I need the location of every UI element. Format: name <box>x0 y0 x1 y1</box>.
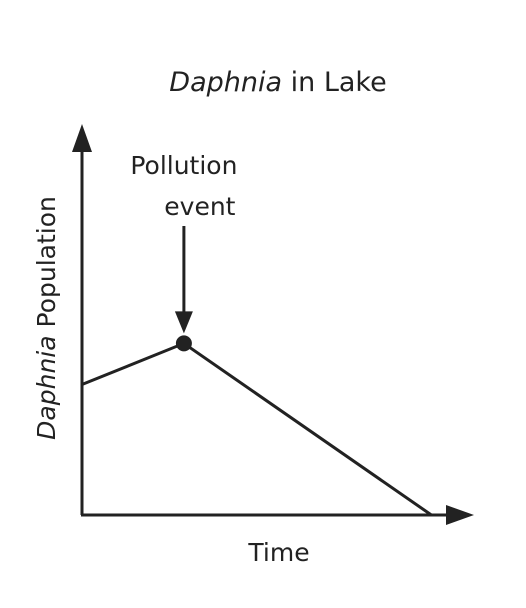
pollution-event-arrowhead <box>174 311 193 334</box>
pollution-event-label-line-2: event <box>164 192 235 221</box>
x-axis-arrowhead <box>446 505 474 525</box>
population-series-line <box>81 341 433 517</box>
y-axis-label: Daphnia Population <box>32 196 61 440</box>
pollution-event-label-line-1: Pollution <box>130 151 237 180</box>
chart-title-italic: Daphnia <box>169 67 282 98</box>
x-axis-label: Time <box>247 538 309 567</box>
chart-title: Daphnia in Lake <box>169 67 386 98</box>
chart-title-rest: in Lake <box>282 67 387 98</box>
y-axis-arrowhead <box>72 124 92 152</box>
y-axis-label-italic: Daphnia <box>32 335 61 439</box>
pollution-event-point <box>175 335 192 352</box>
y-axis-label-rest: Population <box>32 196 61 335</box>
